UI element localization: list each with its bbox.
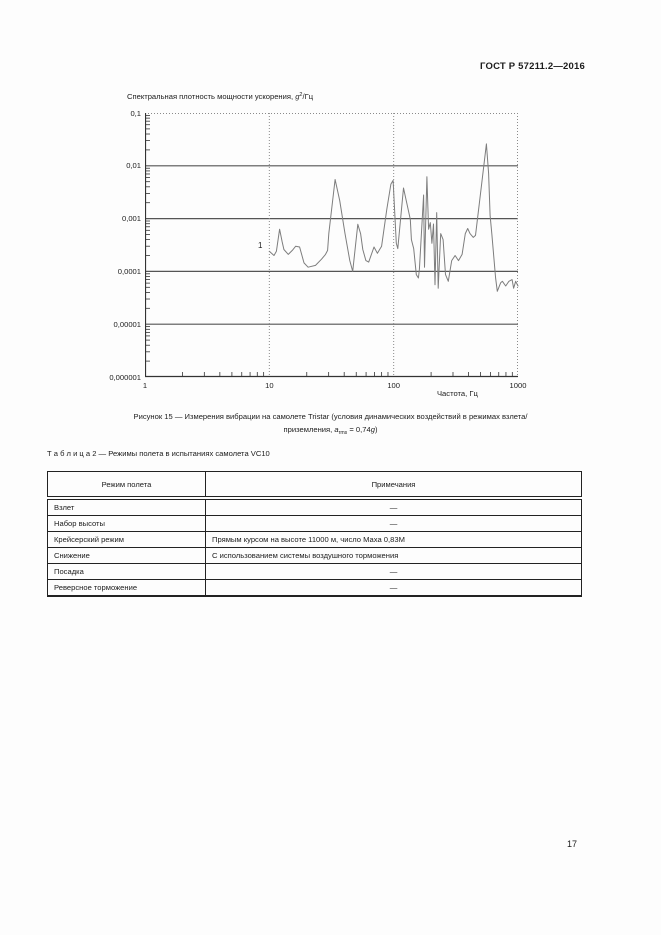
x-tick-label: 10	[265, 381, 274, 390]
table-row: Взлет —	[47, 497, 582, 516]
column-header-mode: Режим полета	[47, 471, 206, 500]
table-row: Набор высоты —	[47, 515, 582, 532]
table-header-row: Режим полета Примечания	[47, 471, 582, 500]
note-cell: С использованием системы воздушного торм…	[205, 547, 582, 564]
psd-plot	[145, 113, 519, 378]
mode-cell: Реверсное торможение	[47, 579, 206, 597]
document-header: ГОСТ Р 57211.2—2016	[480, 61, 585, 72]
y-tick-label: 0,1	[130, 108, 141, 118]
mode-cell: Крейсерский режим	[47, 531, 206, 548]
table-title: Т а б л и ц а 2 — Режимы полета в испыта…	[47, 449, 270, 458]
y-tick-label: 0,00001	[113, 319, 141, 329]
note-cell: —	[205, 563, 582, 580]
table-row: Реверсное торможение —	[47, 579, 582, 597]
chart-title-sup: 2	[299, 92, 303, 98]
table-row: Посадка —	[47, 563, 582, 580]
note-cell: —	[205, 497, 582, 516]
mode-cell: Взлет	[47, 497, 206, 516]
caption-g-var: g	[370, 425, 375, 434]
x-tick-label: 100	[387, 381, 400, 390]
y-tick-label: 0,001	[121, 214, 141, 224]
flight-modes-table: Режим полета Примечания Взлет — Набор высо…	[47, 471, 582, 597]
chart-title: Спектральная плотность мощности ускорени…	[127, 92, 313, 101]
x-tick-label: 1000	[509, 381, 527, 390]
x-axis-label: Частота, Гц	[437, 389, 478, 398]
column-header-notes: Примечания	[205, 471, 582, 500]
x-tick-label: 1	[142, 381, 148, 390]
caption-text: приземления,	[283, 425, 335, 434]
figure-caption-line-2: приземления, arms = 0,74g)	[0, 423, 661, 440]
caption-suffix: )	[374, 425, 378, 434]
chart-title-var: g	[295, 92, 300, 101]
caption-rms-subscript: rms	[338, 430, 348, 436]
figure-caption: Рисунок 15 — Измерения вибрации на самол…	[0, 410, 661, 440]
mode-cell: Набор высоты	[47, 515, 206, 532]
y-tick-label: 0,01	[126, 161, 141, 171]
chart-title-suffix: /Гц	[302, 92, 314, 101]
note-cell: —	[205, 579, 582, 597]
figure-caption-line-1: Рисунок 15 — Измерения вибрации на самол…	[133, 412, 528, 421]
page-number: 17	[567, 839, 578, 849]
flight-modes-table-body: Взлет — Набор высоты — Крейсерский режим Прям…	[47, 497, 582, 597]
table-row: Снижение С использованием системы воздушн…	[47, 547, 582, 564]
chart-title-prefix: Спектральная плотность мощности ускорени…	[127, 92, 296, 101]
curve-number-label: 1	[258, 241, 263, 250]
y-tick-label: 0,000001	[109, 372, 141, 382]
note-cell: Прямым курсом на высоте 11000 м, число М…	[205, 531, 582, 548]
caption-value: = 0,74	[347, 425, 371, 434]
caption-a-var: a	[334, 425, 339, 434]
table-row: Крейсерский режим Прямым курсом на высоте…	[47, 531, 582, 548]
mode-cell: Снижение	[47, 547, 206, 564]
y-tick-label: 0,0001	[117, 266, 141, 276]
mode-cell: Посадка	[47, 563, 206, 580]
psd-curve	[268, 143, 519, 292]
note-cell: —	[205, 515, 582, 532]
